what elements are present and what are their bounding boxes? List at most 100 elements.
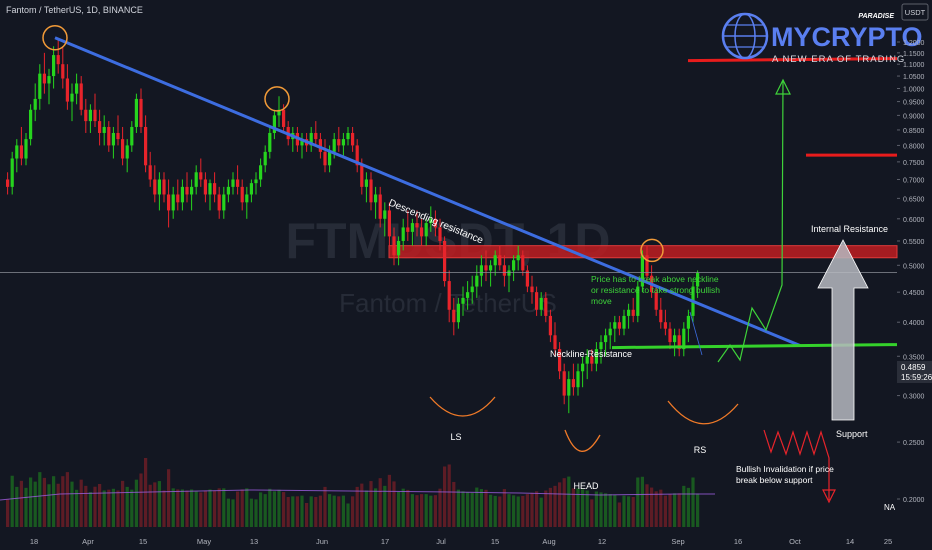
candle <box>125 139 129 173</box>
candle-body <box>102 126 106 133</box>
volume-bar <box>406 489 410 527</box>
volume-bar <box>93 486 97 527</box>
candle-body <box>576 371 580 388</box>
candle-body <box>10 158 14 187</box>
candle <box>397 236 401 266</box>
candle-body <box>438 227 442 241</box>
candle-body <box>107 126 111 146</box>
candle-body <box>93 109 97 122</box>
candle-body <box>627 309 631 316</box>
volume-bar <box>323 486 327 527</box>
currency-badge-box[interactable] <box>901 3 929 21</box>
candle-body <box>571 379 575 388</box>
volume-bar <box>226 498 230 527</box>
candle <box>686 309 690 343</box>
volume-bar <box>456 489 460 527</box>
breakout-note-line-2: or resistance to take strong bullish <box>591 285 720 295</box>
volume-bar <box>553 485 557 527</box>
candle-body <box>180 186 184 203</box>
candle <box>351 126 355 152</box>
candle <box>535 286 539 316</box>
volume-bar <box>650 487 654 527</box>
volume-bar <box>213 490 217 527</box>
volume-bar <box>56 483 60 527</box>
candle-body <box>512 260 516 271</box>
price-tick-label: 0.7500 <box>903 160 925 167</box>
breakout-note-line-1: Price has to break above neckline <box>591 274 719 284</box>
candle-body <box>360 165 364 187</box>
candle-body <box>406 227 410 232</box>
price-axis[interactable]: 1.2000 1.1500 1.1000 1.0500 1.0000 0.9500 0.90… <box>897 40 925 550</box>
candle-body <box>346 132 350 140</box>
volume-bar <box>585 490 589 527</box>
candle <box>134 93 138 133</box>
volume-bar <box>617 502 621 527</box>
candle-body <box>447 281 451 310</box>
candle <box>272 109 276 140</box>
symbol-title[interactable]: Fantom / TetherUS, 1D, BINANCE <box>6 5 143 15</box>
candle <box>107 121 111 152</box>
candle-body <box>470 286 474 293</box>
candle <box>314 121 318 146</box>
volume-bar <box>332 495 336 527</box>
candle-body <box>659 309 663 323</box>
upside-arrow <box>817 239 869 421</box>
volume-ma-line <box>0 489 715 501</box>
currency-badge[interactable]: USDT <box>905 8 926 17</box>
volume-bar <box>512 495 516 527</box>
candle <box>116 115 120 146</box>
volume-bar <box>318 495 322 527</box>
volume-bar <box>148 484 152 527</box>
candle <box>374 186 378 219</box>
candle-body <box>668 328 672 343</box>
time-tick-label: Oct <box>789 537 802 546</box>
candle <box>203 172 207 203</box>
candle-body <box>272 115 276 133</box>
candle <box>512 255 516 282</box>
candle-body <box>65 78 69 102</box>
candle <box>456 297 460 329</box>
candle <box>645 245 649 282</box>
volume-bar <box>190 489 194 527</box>
volume-bar <box>98 484 102 527</box>
volume-bar <box>70 481 74 527</box>
swing-high-circle-1 <box>42 25 68 51</box>
volume-bar <box>452 481 456 527</box>
candle <box>341 132 345 159</box>
volume-bar <box>19 480 23 527</box>
candle <box>682 322 686 357</box>
volume-bar <box>171 488 175 527</box>
candle-body <box>604 335 608 343</box>
candle-body <box>553 335 557 350</box>
volume-bar <box>203 490 207 527</box>
volume-bar <box>383 485 387 527</box>
candle-body <box>364 179 368 187</box>
volume-bar <box>162 490 166 527</box>
volume-bar <box>470 492 474 527</box>
candle-body <box>475 275 479 287</box>
volume-bar <box>677 493 681 527</box>
candle <box>553 322 557 357</box>
volume-bar <box>125 486 129 527</box>
volume-bar <box>222 488 226 527</box>
candle-body <box>61 64 65 79</box>
right-shoulder-arc <box>667 400 739 425</box>
time-axis[interactable]: 18 Apr 15 May 13 Jun 17 Jul 15 Aug 12 Sep 16 Oct 14 25 <box>30 537 892 546</box>
candle <box>33 83 37 122</box>
volume-bar <box>663 495 667 527</box>
candle-body <box>493 255 497 266</box>
candle <box>130 121 134 152</box>
volume-bar <box>461 491 465 527</box>
target-line <box>687 57 898 63</box>
left-shoulder-arc <box>429 396 496 417</box>
candle <box>539 292 543 316</box>
volume-bar <box>52 476 56 527</box>
candle-body <box>539 297 543 310</box>
candle-body <box>452 309 456 323</box>
head-arc <box>564 429 601 452</box>
candle-body <box>673 335 677 343</box>
volume-bar <box>668 494 672 527</box>
volume-bar <box>231 499 235 527</box>
candle-body <box>617 322 621 329</box>
